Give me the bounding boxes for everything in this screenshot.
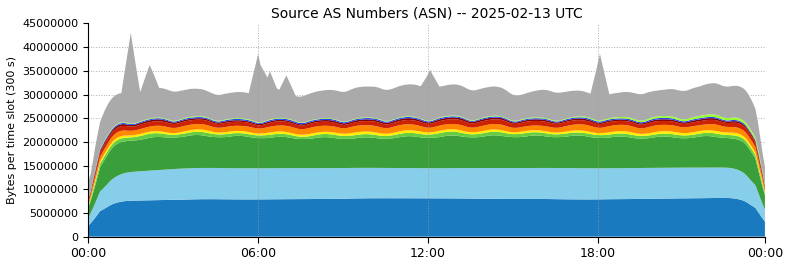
- Title: Source AS Numbers (ASN) -- 2025-02-13 UTC: Source AS Numbers (ASN) -- 2025-02-13 UT…: [271, 7, 582, 21]
- Y-axis label: Bytes per time slot (300 s): Bytes per time slot (300 s): [7, 56, 17, 204]
